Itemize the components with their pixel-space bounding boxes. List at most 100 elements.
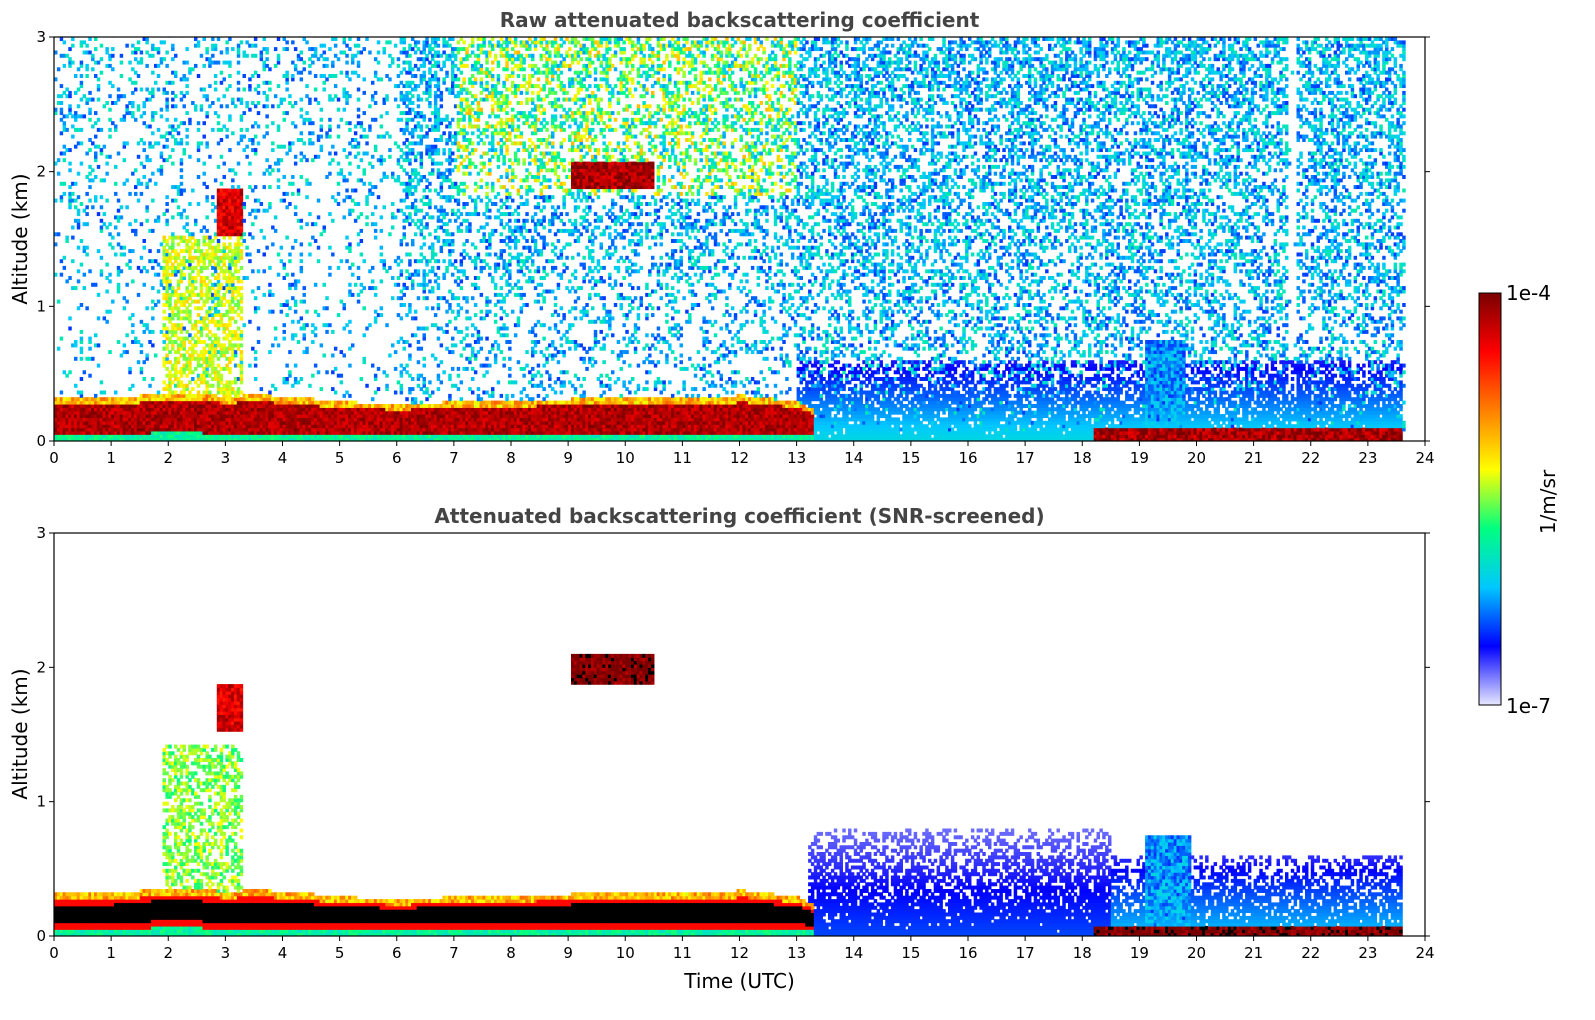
heatmap-cell bbox=[448, 414, 452, 419]
heatmap-cell bbox=[171, 407, 175, 412]
heatmap-cell bbox=[245, 407, 249, 412]
heatmap-cell bbox=[279, 303, 284, 307]
heatmap-cell bbox=[333, 404, 338, 408]
heatmap-cell bbox=[425, 437, 429, 441]
heatmap-cell bbox=[373, 148, 378, 153]
heatmap-cell bbox=[71, 400, 75, 405]
heatmap-cell bbox=[96, 417, 101, 422]
heatmap-cell bbox=[208, 373, 212, 378]
heatmap-cell bbox=[382, 437, 386, 441]
heatmap-cell bbox=[379, 228, 384, 233]
heatmap-cell bbox=[288, 434, 292, 439]
heatmap-cell bbox=[182, 148, 186, 153]
heatmap-cell bbox=[82, 94, 87, 99]
heatmap-cell bbox=[376, 434, 381, 439]
heatmap-cell bbox=[311, 323, 315, 328]
heatmap-cell bbox=[231, 380, 235, 385]
heatmap-cell bbox=[216, 430, 221, 435]
heatmap-cell bbox=[225, 195, 229, 200]
heatmap-cell bbox=[102, 420, 107, 425]
heatmap-cell bbox=[131, 414, 135, 419]
heatmap-cell bbox=[396, 255, 401, 260]
heatmap-cell bbox=[259, 424, 264, 429]
heatmap-cell bbox=[194, 239, 198, 243]
heatmap-cell bbox=[222, 228, 226, 233]
heatmap-cell bbox=[122, 414, 127, 419]
heatmap-cell bbox=[245, 144, 249, 149]
heatmap-cell bbox=[236, 242, 241, 247]
heatmap-cell bbox=[408, 303, 412, 307]
heatmap-cell bbox=[236, 255, 241, 260]
heatmap-cell bbox=[174, 299, 178, 304]
heatmap-cell bbox=[179, 346, 184, 351]
heatmap-cell bbox=[194, 242, 198, 247]
heatmap-cell bbox=[176, 414, 181, 419]
heatmap-cell bbox=[91, 434, 95, 439]
heatmap-cell bbox=[228, 434, 232, 439]
heatmap-cell bbox=[142, 414, 146, 419]
heatmap-cell bbox=[428, 87, 432, 92]
heatmap-cell bbox=[174, 323, 178, 328]
heatmap-cell bbox=[134, 437, 138, 441]
heatmap-cell bbox=[368, 181, 372, 186]
heatmap-cell bbox=[225, 350, 229, 355]
heatmap-cell bbox=[102, 434, 107, 439]
heatmap-cell bbox=[102, 424, 107, 429]
heatmap-cell bbox=[139, 437, 144, 441]
heatmap-cell bbox=[411, 101, 415, 105]
heatmap-cell bbox=[188, 265, 192, 270]
heatmap-cell bbox=[271, 121, 275, 126]
heatmap-cell bbox=[428, 144, 432, 149]
heatmap-cell bbox=[131, 101, 135, 105]
heatmap-cell bbox=[96, 212, 101, 217]
heatmap-cell bbox=[442, 212, 446, 217]
heatmap-cell bbox=[308, 400, 312, 405]
heatmap-cell bbox=[171, 430, 175, 435]
heatmap-cell bbox=[222, 249, 226, 254]
heatmap-cell bbox=[445, 414, 449, 419]
heatmap-cell bbox=[316, 313, 321, 318]
heatmap-cell bbox=[216, 60, 221, 65]
heatmap-cell bbox=[179, 414, 184, 419]
heatmap-cell bbox=[328, 417, 332, 422]
heatmap-cell bbox=[231, 252, 235, 257]
heatmap-cell bbox=[436, 387, 441, 392]
heatmap-cell bbox=[425, 397, 429, 402]
heatmap-cell bbox=[148, 427, 152, 432]
heatmap-cell bbox=[425, 296, 429, 301]
heatmap-cell bbox=[256, 101, 261, 105]
heatmap-cell bbox=[305, 420, 309, 425]
heatmap-cell bbox=[148, 178, 152, 183]
heatmap-cell bbox=[436, 427, 441, 432]
heatmap-cell bbox=[436, 420, 441, 425]
heatmap-cell bbox=[265, 57, 269, 62]
heatmap-cell bbox=[308, 242, 312, 247]
heatmap-cell bbox=[156, 272, 161, 277]
heatmap-cell bbox=[331, 195, 335, 200]
heatmap-cell bbox=[145, 437, 149, 441]
heatmap-cell bbox=[411, 107, 415, 112]
heatmap-cell bbox=[245, 430, 249, 435]
heatmap-cell bbox=[356, 417, 361, 422]
heatmap-cell bbox=[339, 434, 344, 439]
heatmap-cell bbox=[59, 430, 64, 435]
heatmap-cell bbox=[156, 74, 161, 78]
heatmap-cell bbox=[179, 407, 184, 412]
heatmap-cell bbox=[59, 336, 64, 341]
heatmap-cell bbox=[219, 319, 224, 324]
heatmap-cell bbox=[245, 53, 249, 58]
heatmap-cell bbox=[159, 434, 164, 439]
heatmap-cell bbox=[319, 387, 324, 392]
heatmap-cell bbox=[351, 420, 355, 425]
heatmap-cell bbox=[211, 383, 215, 388]
heatmap-cell bbox=[139, 420, 144, 425]
heatmap-cell bbox=[425, 306, 429, 311]
heatmap-cell bbox=[174, 292, 178, 297]
heatmap-cell bbox=[174, 272, 178, 277]
heatmap-cell bbox=[148, 90, 152, 95]
heatmap-cell bbox=[165, 373, 169, 378]
heatmap-cell bbox=[411, 131, 415, 136]
heatmap-cell bbox=[339, 424, 344, 429]
heatmap-cell bbox=[408, 222, 412, 227]
heatmap-cell bbox=[96, 87, 101, 92]
